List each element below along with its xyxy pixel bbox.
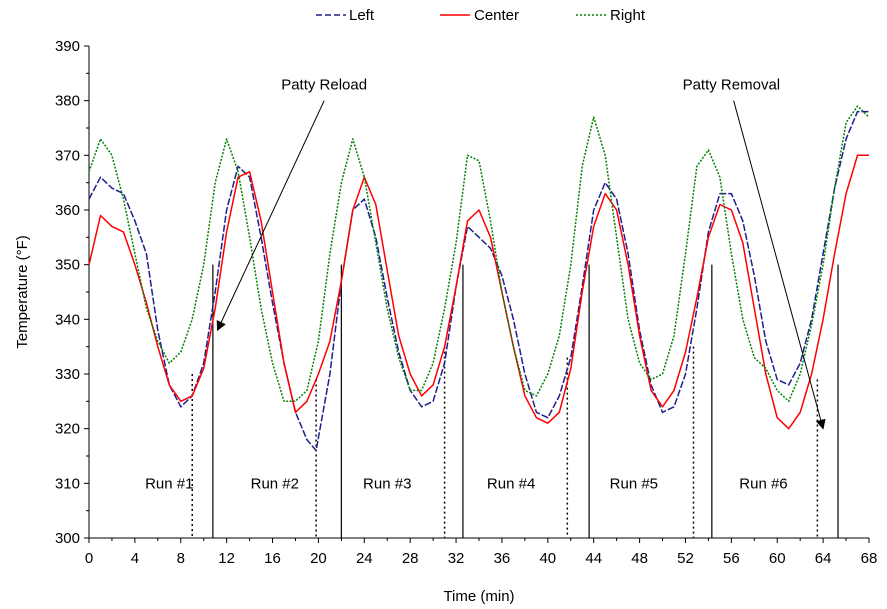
x-ticks: 0 4 8 12 16 20 24 28 32 36 40 44 48 52 56 60 64 68 — [85, 538, 878, 567]
x-tick-label: 32 — [448, 550, 465, 567]
series-lines — [88, 105, 870, 452]
annotation-arrow — [216, 100, 325, 332]
y-tick-label: 380 — [55, 93, 80, 110]
x-tick-label: 0 — [85, 550, 93, 567]
y-axis-title: Temperature (°F) — [14, 235, 31, 349]
x-axis-title: Time (min) — [443, 588, 514, 605]
annotations: Patty Reload Patty Removal — [216, 76, 826, 430]
annotation-text: Patty Reload — [281, 76, 367, 93]
run-label: Run #1 — [145, 475, 193, 492]
run-markers — [191, 264, 839, 538]
x-tick-label: 56 — [723, 550, 740, 567]
y-tick-label: 320 — [55, 421, 80, 438]
x-tick-label: 40 — [539, 550, 556, 567]
y-tick-label: 310 — [55, 475, 80, 492]
x-tick-label: 36 — [494, 550, 511, 567]
x-tick-label: 8 — [177, 550, 185, 567]
x-tick-label: 60 — [769, 550, 786, 567]
y-tick-label: 390 — [55, 38, 80, 55]
x-tick-label: 44 — [585, 550, 602, 567]
x-tick-label: 16 — [264, 550, 281, 567]
y-tick-label: 300 — [55, 530, 80, 547]
y-tick-label: 350 — [55, 257, 80, 274]
series-line-left — [88, 110, 869, 452]
run-label: Run #2 — [251, 475, 299, 492]
x-tick-label: 20 — [310, 550, 327, 567]
series-line-center — [88, 154, 869, 430]
legend-label-right: Right — [610, 7, 646, 24]
x-tick-label: 48 — [631, 550, 648, 567]
y-tick-label: 340 — [55, 311, 80, 328]
x-tick-label: 64 — [815, 550, 832, 567]
legend-item-left: Left — [316, 7, 375, 24]
x-tick-label: 68 — [861, 550, 878, 567]
y-tick-label: 330 — [55, 366, 80, 383]
x-tick-label: 4 — [131, 550, 139, 567]
y-tick-label: 370 — [55, 147, 80, 164]
legend-item-right: Right — [576, 7, 646, 24]
x-tick-label: 52 — [677, 550, 694, 567]
legend-label-center: Center — [474, 7, 519, 24]
y-tick-label: 360 — [55, 202, 80, 219]
legend-label-left: Left — [349, 7, 375, 24]
y-axis-title-suffix: . — [56, 312, 60, 329]
series-line-right — [88, 105, 870, 403]
y-axis-title-group: Temperature (°F) — [14, 235, 31, 349]
run-labels: Run #1 Run #2 Run #3 Run #4 Run #5 Run #6 — [145, 475, 788, 492]
run-label: Run #4 — [487, 475, 535, 492]
y-ticks: 300 310 320 330 340 350 360 370 380 390 — [55, 38, 89, 547]
run-label: Run #6 — [739, 475, 787, 492]
legend: Left Center Right — [316, 7, 646, 24]
x-tick-label: 28 — [402, 550, 419, 567]
x-tick-label: 12 — [218, 550, 235, 567]
run-label: Run #5 — [610, 475, 658, 492]
annotation-text: Patty Removal — [683, 76, 781, 93]
annotation-arrow — [733, 100, 826, 430]
x-tick-label: 24 — [356, 550, 373, 567]
legend-item-center: Center — [440, 7, 519, 24]
run-label: Run #3 — [363, 475, 411, 492]
